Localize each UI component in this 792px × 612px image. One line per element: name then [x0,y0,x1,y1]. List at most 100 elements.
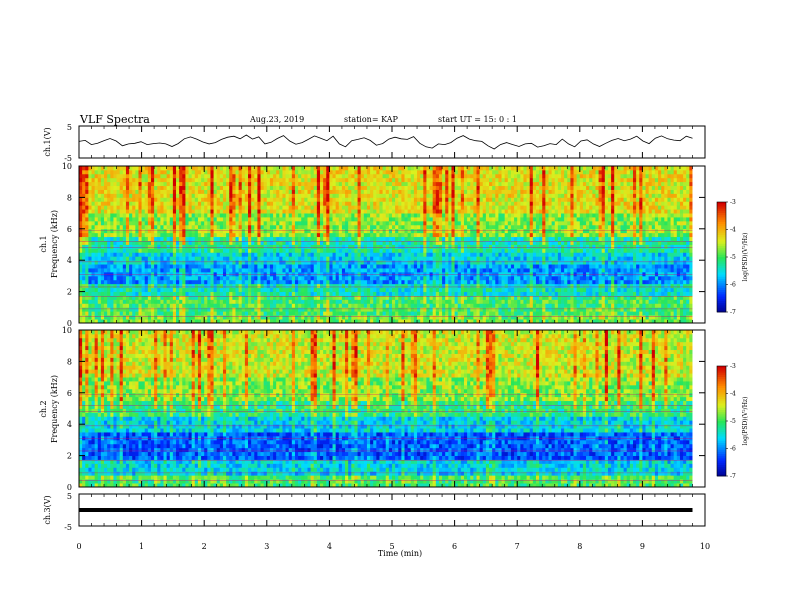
spectrogram-cell [360,307,365,312]
spectrogram-cell [276,189,280,194]
spectrogram-cell [129,224,133,230]
spectrogram-cell [238,205,243,210]
spectrogram-cell [125,232,130,238]
spectrogram-cell [188,291,193,296]
spectrogram-cell [417,283,421,289]
spectrogram-cell [257,169,261,175]
spectrogram-cell [194,185,199,190]
spectrogram-cell [357,217,362,222]
spectrogram-cell [335,303,340,308]
spectrogram-cell [94,224,99,230]
spectrogram-cell [276,220,280,226]
spectrogram-cell [423,283,427,289]
spectrogram-cell [310,275,315,281]
spectrogram-cell [310,205,315,210]
spectrogram-cell [341,224,346,230]
spectrogram-cell [370,268,374,273]
spectrogram-cell [166,166,171,171]
spectrogram-cell [119,181,124,187]
spectrogram-cell [132,185,136,190]
spectrogram-cell [97,260,102,265]
spectrogram-cell [335,166,340,171]
spectrogram-cell [79,228,83,234]
spectrogram-cell [282,295,286,300]
spectrogram-cell [395,279,399,285]
spectrogram-cell [345,264,349,269]
spectrogram-cell [135,283,139,289]
spectrogram-cell [429,177,434,183]
spectrogram-cell [338,315,343,320]
spectrogram-cell [326,287,330,293]
spectrogram-cell [251,299,255,304]
spectrogram-cell [260,173,265,179]
spectrogram-cell [376,287,380,293]
spectrogram-cell [207,319,211,324]
spectrogram-cell [454,213,459,218]
spectrogram-cell [345,169,349,175]
spectrogram-cell [448,307,452,312]
spectrogram-cell [232,201,236,206]
spectrogram-cell [229,240,233,245]
spectrogram-cell [257,193,261,198]
spectrogram-cell [119,279,124,285]
spectrogram-cell [395,291,399,296]
spectrogram-cell [163,224,168,230]
spectrogram-cell [248,256,252,261]
spectrogram-cell [176,232,180,238]
spectrogram-cell [438,248,443,253]
spectrogram-cell [329,213,333,218]
spectrogram-cell [147,232,152,238]
spectrogram-cell [301,256,305,261]
spectrogram-cell [438,213,443,218]
spectrogram-cell [313,173,318,179]
spectrogram-cell [370,303,374,308]
spectrogram-cell [269,268,274,273]
spectrogram-cell [144,177,149,183]
spectrogram-cell [257,181,261,187]
spectrogram-cell [163,315,168,320]
spectrogram-cell [266,268,271,273]
spectrogram-cell [366,166,371,171]
spectrogram-cell [404,287,409,293]
spectrogram-cell [445,240,449,245]
spectrogram-cell [244,315,249,320]
spectrogram-cell [417,303,421,308]
spectrogram-cell [113,291,117,296]
spectrogram-cell [238,185,243,190]
spectrogram-cell [163,299,168,304]
spectrogram-cell [188,287,193,293]
spectrogram-cell [222,236,227,241]
spectrogram-cell [100,189,105,194]
spectrogram-cell [191,268,196,273]
spectrogram-cell [263,311,268,316]
spectrogram-cell [363,252,368,257]
spectrogram-cell [401,295,405,300]
spectrogram-cell [442,315,446,320]
spectrogram-cell [222,248,227,253]
spectrogram-cell [326,213,330,218]
spectrogram-cell [82,189,86,194]
spectrogram-cell [125,201,130,206]
spectrogram-cell [432,209,437,214]
spectrogram-cell [138,209,142,214]
spectrogram-cell [282,307,286,312]
spectrogram-cell [185,205,189,210]
spectrogram-cell [132,181,136,187]
spectrogram-cell [301,240,305,245]
spectrogram-cell [116,315,121,320]
spectrogram-cell [122,181,127,187]
spectrogram-cell [135,173,139,179]
spectrogram-cell [229,193,233,198]
spectrogram-cell [385,252,390,257]
spectrogram-cell [423,275,427,281]
spectrogram-cell [188,295,193,300]
spectrogram-cell [354,264,358,269]
spectrogram-cell [163,173,168,179]
spectrogram-cell [401,205,405,210]
spectrogram-cell [457,217,462,222]
spectrogram-cell [260,268,265,273]
spectrogram-cell [379,197,384,202]
spectrogram-cell [213,268,218,273]
spectrogram-cell [260,224,265,230]
spectrogram-cell [147,220,152,226]
